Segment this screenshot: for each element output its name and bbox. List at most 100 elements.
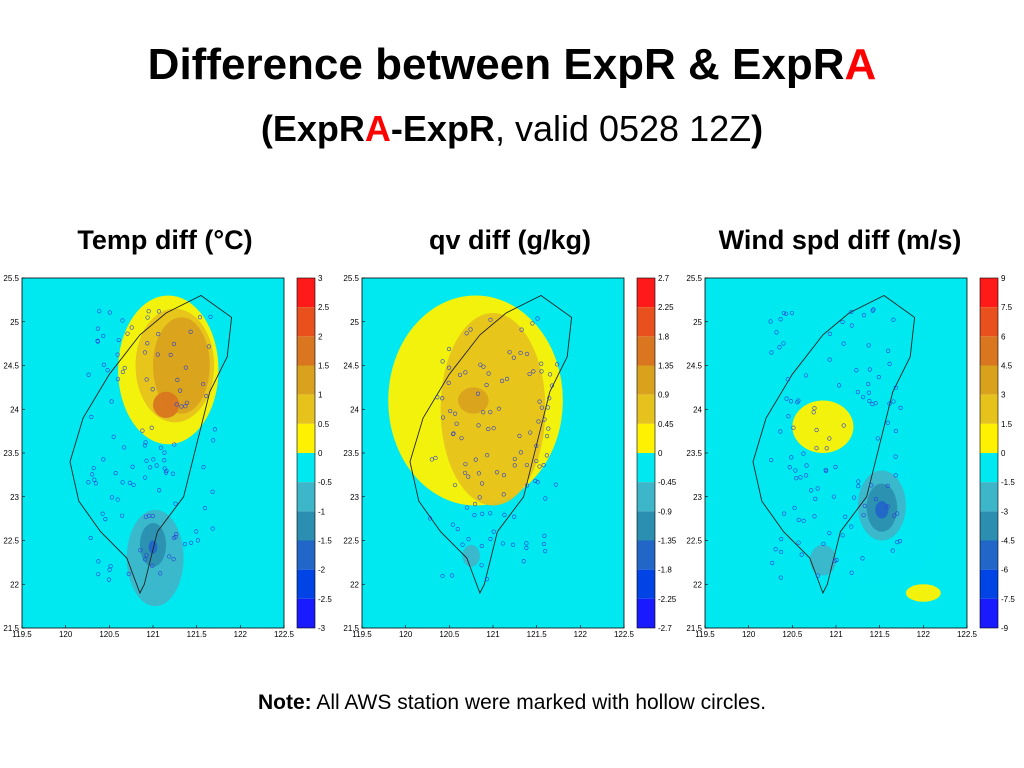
station-marker <box>427 516 433 521</box>
y-tick-label: 25 <box>350 318 359 327</box>
station-marker <box>90 472 95 477</box>
station-marker <box>111 434 116 439</box>
station-marker <box>836 383 842 388</box>
station-marker <box>440 415 446 420</box>
station-marker <box>200 381 206 387</box>
x-tick-label: 122 <box>234 630 248 639</box>
station-marker <box>791 425 796 430</box>
station-marker <box>812 514 817 519</box>
station-marker <box>451 431 456 437</box>
station-marker <box>832 558 837 564</box>
station-marker <box>145 341 150 346</box>
station-marker <box>892 513 897 518</box>
station-marker <box>893 454 898 459</box>
y-tick-label: 23 <box>350 493 359 502</box>
station-marker <box>463 462 468 467</box>
station-marker <box>92 477 97 482</box>
subtitle-rest: , valid 0528 12Z <box>494 108 752 149</box>
station-marker <box>101 362 106 367</box>
station-marker <box>459 436 464 441</box>
station-marker <box>107 567 112 572</box>
station-marker <box>769 350 774 355</box>
station-marker <box>455 527 460 532</box>
colorbar-segment <box>297 598 315 628</box>
station-marker <box>162 450 167 455</box>
x-tick-label: 122 <box>917 630 931 639</box>
station-marker <box>184 400 190 405</box>
x-tick-label: 121.5 <box>870 630 891 639</box>
station-marker <box>524 462 529 468</box>
colorbar-segment <box>297 540 315 570</box>
station-marker <box>479 481 485 486</box>
station-marker <box>488 317 493 322</box>
station-marker <box>867 398 872 404</box>
y-tick-label: 22.5 <box>343 537 359 546</box>
station-marker <box>534 458 539 464</box>
station-marker <box>479 563 484 568</box>
x-tick-label: 122.5 <box>957 630 978 639</box>
contour-region <box>905 584 941 602</box>
station-marker <box>804 463 809 468</box>
station-marker <box>142 475 148 480</box>
station-marker <box>447 365 452 370</box>
station-marker <box>867 367 873 372</box>
station-marker <box>527 371 532 377</box>
colorbar-label: -1.35 <box>658 537 677 546</box>
station-marker <box>827 531 832 536</box>
station-marker <box>524 541 529 546</box>
colorbar-label: -3 <box>1001 507 1009 516</box>
station-marker <box>891 399 896 404</box>
colorbar-label: -9 <box>1001 624 1009 633</box>
colorbar-segment <box>637 394 655 424</box>
taiwan-coastline <box>409 294 573 595</box>
y-tick-label: 24.5 <box>343 362 359 371</box>
station-marker <box>484 577 489 582</box>
station-marker <box>472 512 477 518</box>
station-marker <box>869 483 874 488</box>
subtitle-expr1: ExpR <box>272 108 365 149</box>
station-marker <box>887 361 892 366</box>
station-marker <box>517 433 522 438</box>
station-marker <box>528 430 533 435</box>
colorbar-label: 4.5 <box>1001 362 1013 371</box>
station-marker <box>202 506 208 511</box>
station-marker <box>101 457 106 462</box>
x-tick-label: 119.5 <box>12 630 32 639</box>
station-marker <box>466 474 471 479</box>
station-marker <box>86 480 91 485</box>
station-marker <box>504 376 510 381</box>
colorbar-label: 7.5 <box>1001 303 1013 312</box>
contour-region <box>153 317 210 414</box>
colorbar-segment <box>637 278 655 308</box>
x-tick-label: 122.5 <box>274 630 295 639</box>
station-marker <box>849 524 854 529</box>
station-marker <box>851 495 857 500</box>
subtitle-expr2: -ExpR <box>390 108 495 149</box>
y-tick-label: 24 <box>10 405 19 414</box>
station-marker <box>769 457 774 463</box>
colorbar-segment <box>297 569 315 599</box>
station-marker <box>796 540 801 545</box>
station-marker <box>542 417 547 422</box>
station-marker <box>778 575 783 580</box>
colorbar-segment <box>297 336 315 366</box>
station-marker <box>154 463 159 468</box>
station-marker <box>120 480 125 485</box>
colorbar-label: 3 <box>318 274 323 283</box>
station-marker <box>518 450 524 455</box>
subtitle-close: ) <box>751 108 764 149</box>
station-marker <box>854 368 859 373</box>
station-marker <box>485 453 490 458</box>
y-tick-label: 22 <box>693 580 702 589</box>
station-marker <box>440 396 445 401</box>
station-marker <box>773 547 778 552</box>
station-marker <box>212 427 218 432</box>
colorbar-label: 1 <box>318 391 323 400</box>
colorbar-label: -1.5 <box>1001 478 1015 487</box>
station-marker <box>450 573 455 578</box>
colorbar-segment <box>297 511 315 541</box>
x-tick-label: 119.5 <box>352 630 372 639</box>
station-marker <box>208 314 213 319</box>
station-marker <box>454 421 459 426</box>
taiwan-coastline <box>69 294 233 595</box>
